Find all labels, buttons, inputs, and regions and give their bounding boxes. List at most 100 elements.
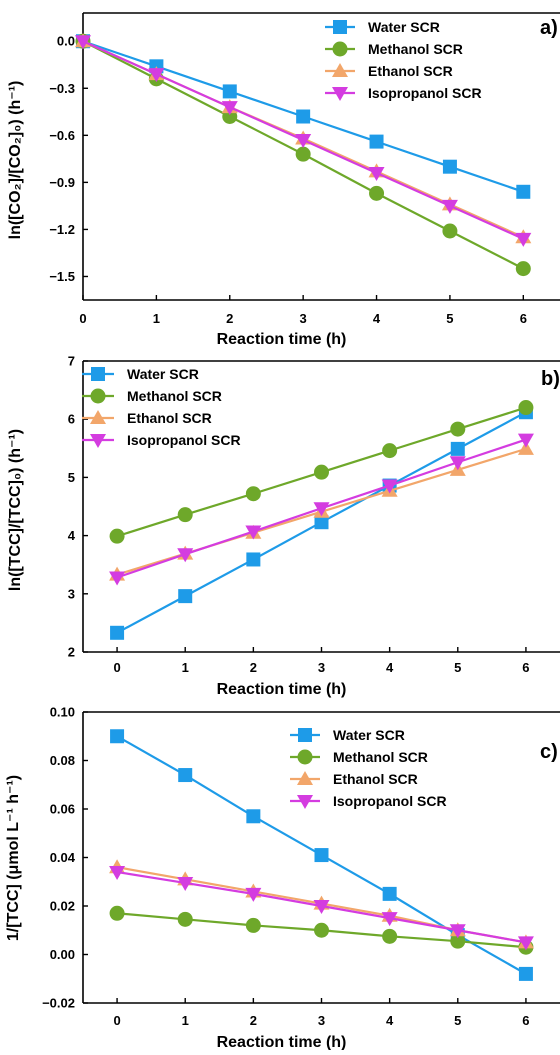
data-point-water — [450, 441, 465, 456]
data-point-methanol — [314, 922, 329, 938]
data-point-water — [369, 134, 384, 149]
x-tick-label: 1 — [182, 1013, 189, 1028]
data-point-isopropanol — [381, 479, 398, 494]
legend-label-ethanol: Ethanol SCR — [127, 410, 212, 426]
data-point-water — [314, 848, 329, 863]
data-point-isopropanol — [381, 912, 398, 927]
legend-label-water: Water SCR — [127, 366, 199, 382]
data-point-isopropanol — [221, 101, 238, 116]
x-tick-label: 4 — [386, 660, 394, 675]
data-point-isopropanol — [148, 68, 165, 83]
data-point-water — [178, 768, 193, 783]
legend-marker-isopropanol — [90, 434, 106, 448]
legend-marker-water — [298, 728, 312, 742]
legend-marker-isopropanol — [332, 87, 348, 101]
data-point-methanol — [382, 928, 398, 944]
y-tick-label: 3 — [68, 586, 75, 601]
y-tick-label: 0.02 — [50, 899, 75, 914]
legend-label-methanol: Methanol SCR — [333, 749, 428, 765]
data-point-water — [442, 159, 457, 174]
legend-label-methanol: Methanol SCR — [127, 388, 222, 404]
data-point-isopropanol — [449, 456, 466, 471]
data-point-isopropanol — [295, 134, 312, 149]
legend-label-ethanol: Ethanol SCR — [368, 63, 453, 79]
data-point-isopropanol — [313, 900, 330, 914]
legend-marker-ethanol — [332, 63, 348, 77]
y-tick-label: 5 — [68, 470, 75, 485]
x-tick-label: 1 — [153, 311, 160, 326]
y-tick-label: 0.10 — [50, 705, 75, 720]
y-axis-title: ln([TCC]/[TCC]₀) (h⁻¹) — [7, 429, 24, 591]
x-tick-label: 4 — [386, 1013, 394, 1028]
x-axis-title: Reaction time (h) — [217, 331, 347, 348]
y-tick-label: 4 — [68, 528, 76, 543]
y-tick-label: 2 — [68, 645, 75, 660]
y-tick-label: −0.6 — [49, 128, 75, 143]
data-point-methanol — [515, 261, 531, 277]
data-point-methanol — [382, 443, 398, 459]
legend-marker-ethanol — [297, 771, 313, 785]
data-point-water — [314, 515, 329, 530]
data-point-methanol — [314, 464, 329, 480]
data-point-water — [382, 886, 397, 901]
panel-label: c) — [540, 741, 558, 763]
legend-label-water: Water SCR — [333, 727, 405, 743]
y-tick-label: −0.02 — [42, 996, 75, 1011]
data-point-isopropanol — [441, 199, 458, 214]
data-point-methanol — [450, 933, 466, 949]
panel-label: a) — [540, 17, 558, 39]
x-tick-label: 3 — [300, 311, 307, 326]
legend-label-isopropanol: Isopropanol SCR — [368, 85, 482, 101]
x-axis-title: Reaction time (h) — [217, 1034, 347, 1050]
y-axis-title: 1/[TCC] (μmol L⁻¹ h⁻¹) — [5, 775, 22, 941]
x-tick-label: 6 — [522, 660, 529, 675]
data-point-methanol — [177, 911, 193, 927]
legend-label-ethanol: Ethanol SCR — [333, 771, 418, 787]
data-point-methanol — [369, 185, 385, 201]
data-point-water — [246, 809, 261, 824]
y-tick-label: −0.9 — [49, 175, 75, 190]
data-point-isopropanol — [177, 548, 194, 563]
legend-label-water: Water SCR — [368, 19, 440, 35]
x-tick-label: 5 — [454, 1013, 461, 1028]
y-tick-label: 7 — [68, 354, 75, 369]
data-point-water — [110, 729, 125, 744]
chart-panel-3: 0 1 2 3 4 5 6 −0.02 0.00 0.02 0.04 0.06 0.08 0.10 Reac… — [5, 705, 560, 1051]
legend-marker-isopropanol — [297, 795, 313, 809]
legend-label-isopropanol: Isopropanol SCR — [127, 432, 241, 448]
x-tick-label: 3 — [318, 660, 325, 675]
y-tick-label: 0.06 — [50, 802, 75, 817]
x-tick-label: 4 — [373, 311, 381, 326]
legend-marker-methanol — [297, 749, 313, 765]
legend-marker-methanol — [332, 41, 348, 57]
data-point-methanol — [109, 528, 125, 544]
x-tick-label: 2 — [250, 1013, 257, 1028]
y-tick-label: 0.0 — [57, 34, 75, 49]
data-point-water — [178, 589, 193, 604]
y-tick-label: 6 — [68, 412, 75, 427]
x-tick-label: 0 — [113, 660, 120, 675]
legend-marker-methanol — [90, 388, 106, 404]
data-point-isopropanol — [245, 525, 262, 540]
data-point-methanol — [442, 223, 458, 239]
y-tick-label: −0.3 — [49, 81, 75, 96]
data-point-isopropanol — [449, 924, 466, 939]
data-point-methanol — [295, 146, 311, 162]
data-point-isopropanol — [517, 936, 534, 951]
data-point-water — [516, 184, 531, 199]
data-point-methanol — [518, 400, 534, 416]
data-point-methanol — [109, 905, 125, 921]
data-point-isopropanol — [515, 232, 532, 247]
data-point-water — [110, 625, 125, 640]
data-point-isopropanol — [109, 866, 126, 881]
data-point-isopropanol — [75, 35, 91, 50]
x-tick-label: 6 — [520, 311, 527, 326]
chart-panel-1: 0 1 2 3 4 5 6 0.0 −0.3 −0.6 −0.9 −1.2 −1.5 Reaction t… — [7, 12, 560, 348]
data-point-methanol — [245, 917, 261, 933]
y-axis-title: ln([CO₂]/[CO₂]₀) (h⁻¹) — [7, 81, 24, 240]
y-tick-label: −1.2 — [49, 222, 75, 237]
data-point-ethanol — [517, 440, 534, 455]
data-point-water — [518, 966, 533, 981]
data-point-isopropanol — [368, 166, 385, 181]
